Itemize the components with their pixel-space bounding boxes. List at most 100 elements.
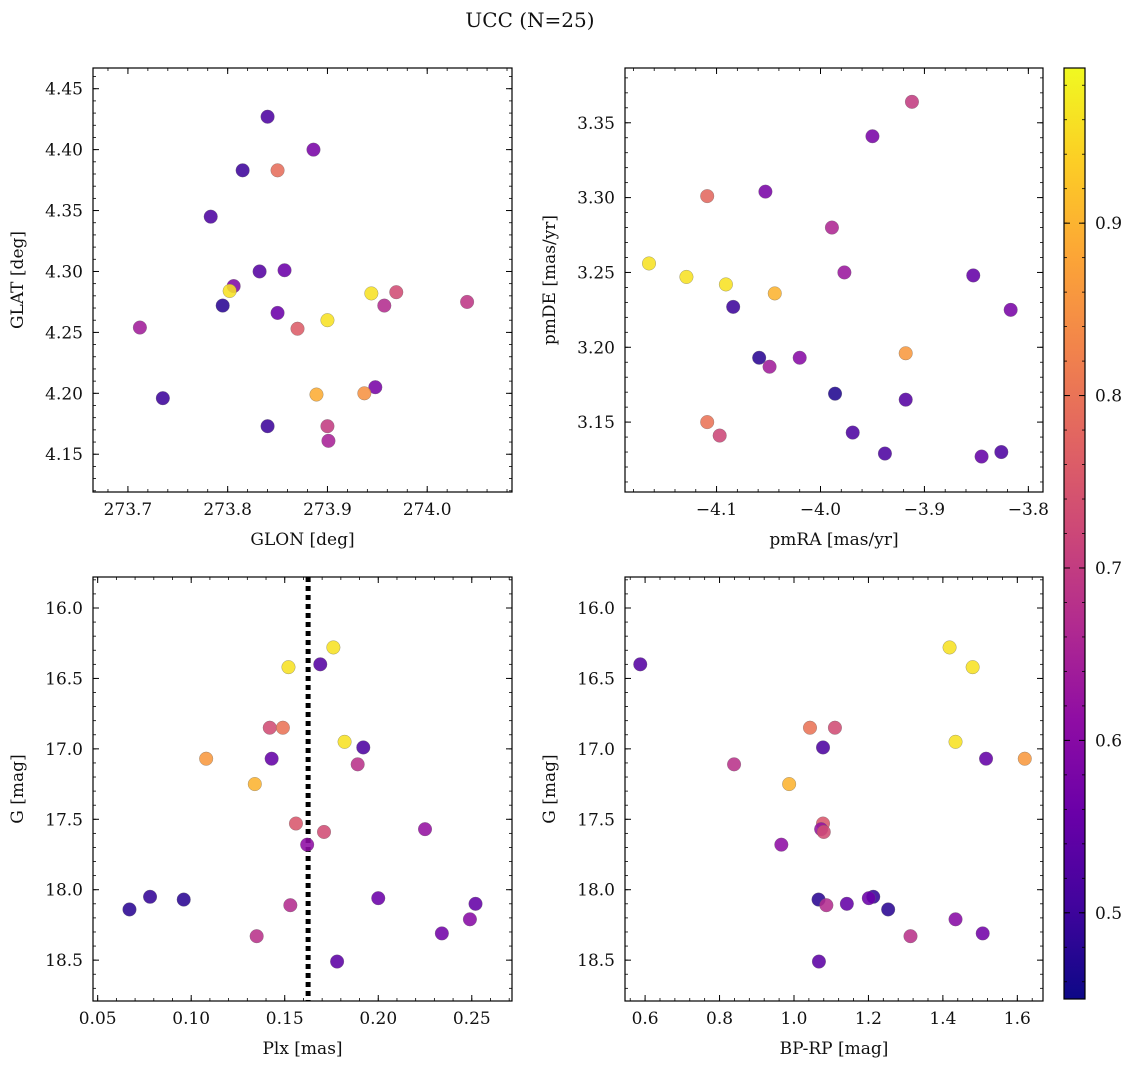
data-point xyxy=(994,445,1009,459)
data-point xyxy=(249,929,264,944)
data-point xyxy=(1017,751,1032,766)
y-tick-label: 16.0 xyxy=(577,599,615,619)
data-point xyxy=(122,902,137,917)
panel-4: 0.6 0.8 1.0 1.2 1.4 1.6 16.0 16.5 17.0 17.5 18.0 18… xyxy=(540,576,1044,1059)
y-tick-label: 4.15 xyxy=(45,445,83,465)
data-point xyxy=(767,286,782,301)
data-point xyxy=(816,740,830,755)
y-tick-label: 3.25 xyxy=(577,263,615,283)
y-tick-label: 17.5 xyxy=(577,810,615,830)
data-point xyxy=(247,777,262,792)
figure-title: UCC (N=25) xyxy=(465,8,594,32)
data-point xyxy=(252,264,267,279)
data-point xyxy=(898,392,913,407)
data-point xyxy=(974,449,989,464)
panels: 273.7 273.8 273.9 274.0 4.15 4.20 4.25 4.30 4.35… xyxy=(8,67,1049,1059)
x-tick-label: −4.0 xyxy=(800,500,841,520)
data-point xyxy=(306,142,321,157)
data-point xyxy=(718,277,733,292)
data-point xyxy=(371,891,386,906)
data-point xyxy=(792,350,807,365)
data-point xyxy=(132,320,147,335)
data-point xyxy=(865,129,880,144)
data-point xyxy=(264,751,279,766)
data-point xyxy=(222,284,237,298)
data-point xyxy=(320,419,335,434)
y-axis-label: GLAT [deg] xyxy=(8,231,28,329)
panel-1: 273.7 273.8 273.9 274.0 4.15 4.20 4.25 4.30 4.35… xyxy=(8,67,513,550)
data-point xyxy=(326,640,341,655)
plot-frame xyxy=(92,576,513,1002)
data-point xyxy=(712,428,727,443)
colorbar-ticks: 0.5 0.6 0.7 0.8 0.9 xyxy=(1064,84,1122,983)
data-point xyxy=(317,825,331,839)
data-point xyxy=(839,896,854,911)
data-point xyxy=(904,94,919,109)
data-point xyxy=(965,660,980,675)
x-tick-label: 1.2 xyxy=(855,1009,882,1029)
data-point xyxy=(752,350,767,365)
data-point xyxy=(700,415,715,430)
data-point xyxy=(816,825,831,839)
data-point xyxy=(364,286,379,301)
data-point xyxy=(827,720,842,735)
x-tick-label: 273.8 xyxy=(203,500,252,520)
data-point xyxy=(727,757,742,772)
data-point xyxy=(389,285,404,300)
colorbar-tick-label: 0.7 xyxy=(1095,559,1122,579)
data-point xyxy=(948,734,963,749)
data-point xyxy=(199,751,214,766)
y-tick-label: 18.5 xyxy=(577,951,615,971)
data-point xyxy=(803,720,817,735)
y-tick-label: 3.35 xyxy=(577,114,615,134)
y-tick-label: 16.5 xyxy=(45,669,83,689)
data-point xyxy=(642,256,656,271)
data-point xyxy=(289,816,303,831)
y-tick-label: 18.0 xyxy=(577,881,615,901)
panel-3: 0.05 0.10 0.15 0.20 0.25 16.0 16.5 17.0 17.5 18.0… xyxy=(8,576,513,1059)
data-point xyxy=(824,220,839,235)
x-tick-label: −3.9 xyxy=(904,500,945,520)
colorbar-tick-label: 0.5 xyxy=(1095,904,1122,924)
data-point xyxy=(468,896,483,911)
x-tick-label: 0.15 xyxy=(266,1009,304,1029)
data-point xyxy=(819,898,834,913)
data-point xyxy=(762,359,777,374)
y-tick-label: 17.0 xyxy=(45,740,83,760)
x-tick-label: 0.8 xyxy=(706,1009,733,1029)
y-axis-label: G [mag] xyxy=(8,754,28,823)
x-tick-label: −3.8 xyxy=(1008,500,1049,520)
data-point xyxy=(837,265,852,280)
data-point xyxy=(898,346,913,361)
data-point xyxy=(262,720,277,735)
data-point xyxy=(377,298,392,313)
data-point xyxy=(281,660,296,675)
x-axis-label: GLON [deg] xyxy=(250,530,354,550)
colorbar-frame xyxy=(1063,67,1086,1000)
y-tick-label: 4.40 xyxy=(45,141,83,161)
data-point xyxy=(337,734,352,749)
data-point xyxy=(966,268,981,283)
colorbar-tick-label: 0.6 xyxy=(1095,731,1122,751)
y-tick-label: 3.20 xyxy=(577,338,615,358)
x-tick-label: 273.7 xyxy=(104,500,153,520)
colorbar-tick-label: 0.8 xyxy=(1095,387,1122,407)
y-tick-label: 16.5 xyxy=(577,669,615,689)
x-tick-label: 0.10 xyxy=(172,1009,210,1029)
data-point xyxy=(418,822,432,837)
data-point xyxy=(203,209,218,224)
data-point xyxy=(176,892,191,907)
data-point xyxy=(845,425,860,440)
x-tick-label: 273.9 xyxy=(303,500,352,520)
data-point xyxy=(726,299,741,314)
data-point xyxy=(309,387,324,402)
data-point xyxy=(975,926,990,941)
data-point xyxy=(758,184,773,199)
data-point xyxy=(942,640,957,655)
data-point xyxy=(679,269,694,284)
data-point xyxy=(275,720,290,735)
data-point xyxy=(270,163,285,178)
data-point xyxy=(903,929,918,944)
x-tick-label: 274.0 xyxy=(403,500,452,520)
